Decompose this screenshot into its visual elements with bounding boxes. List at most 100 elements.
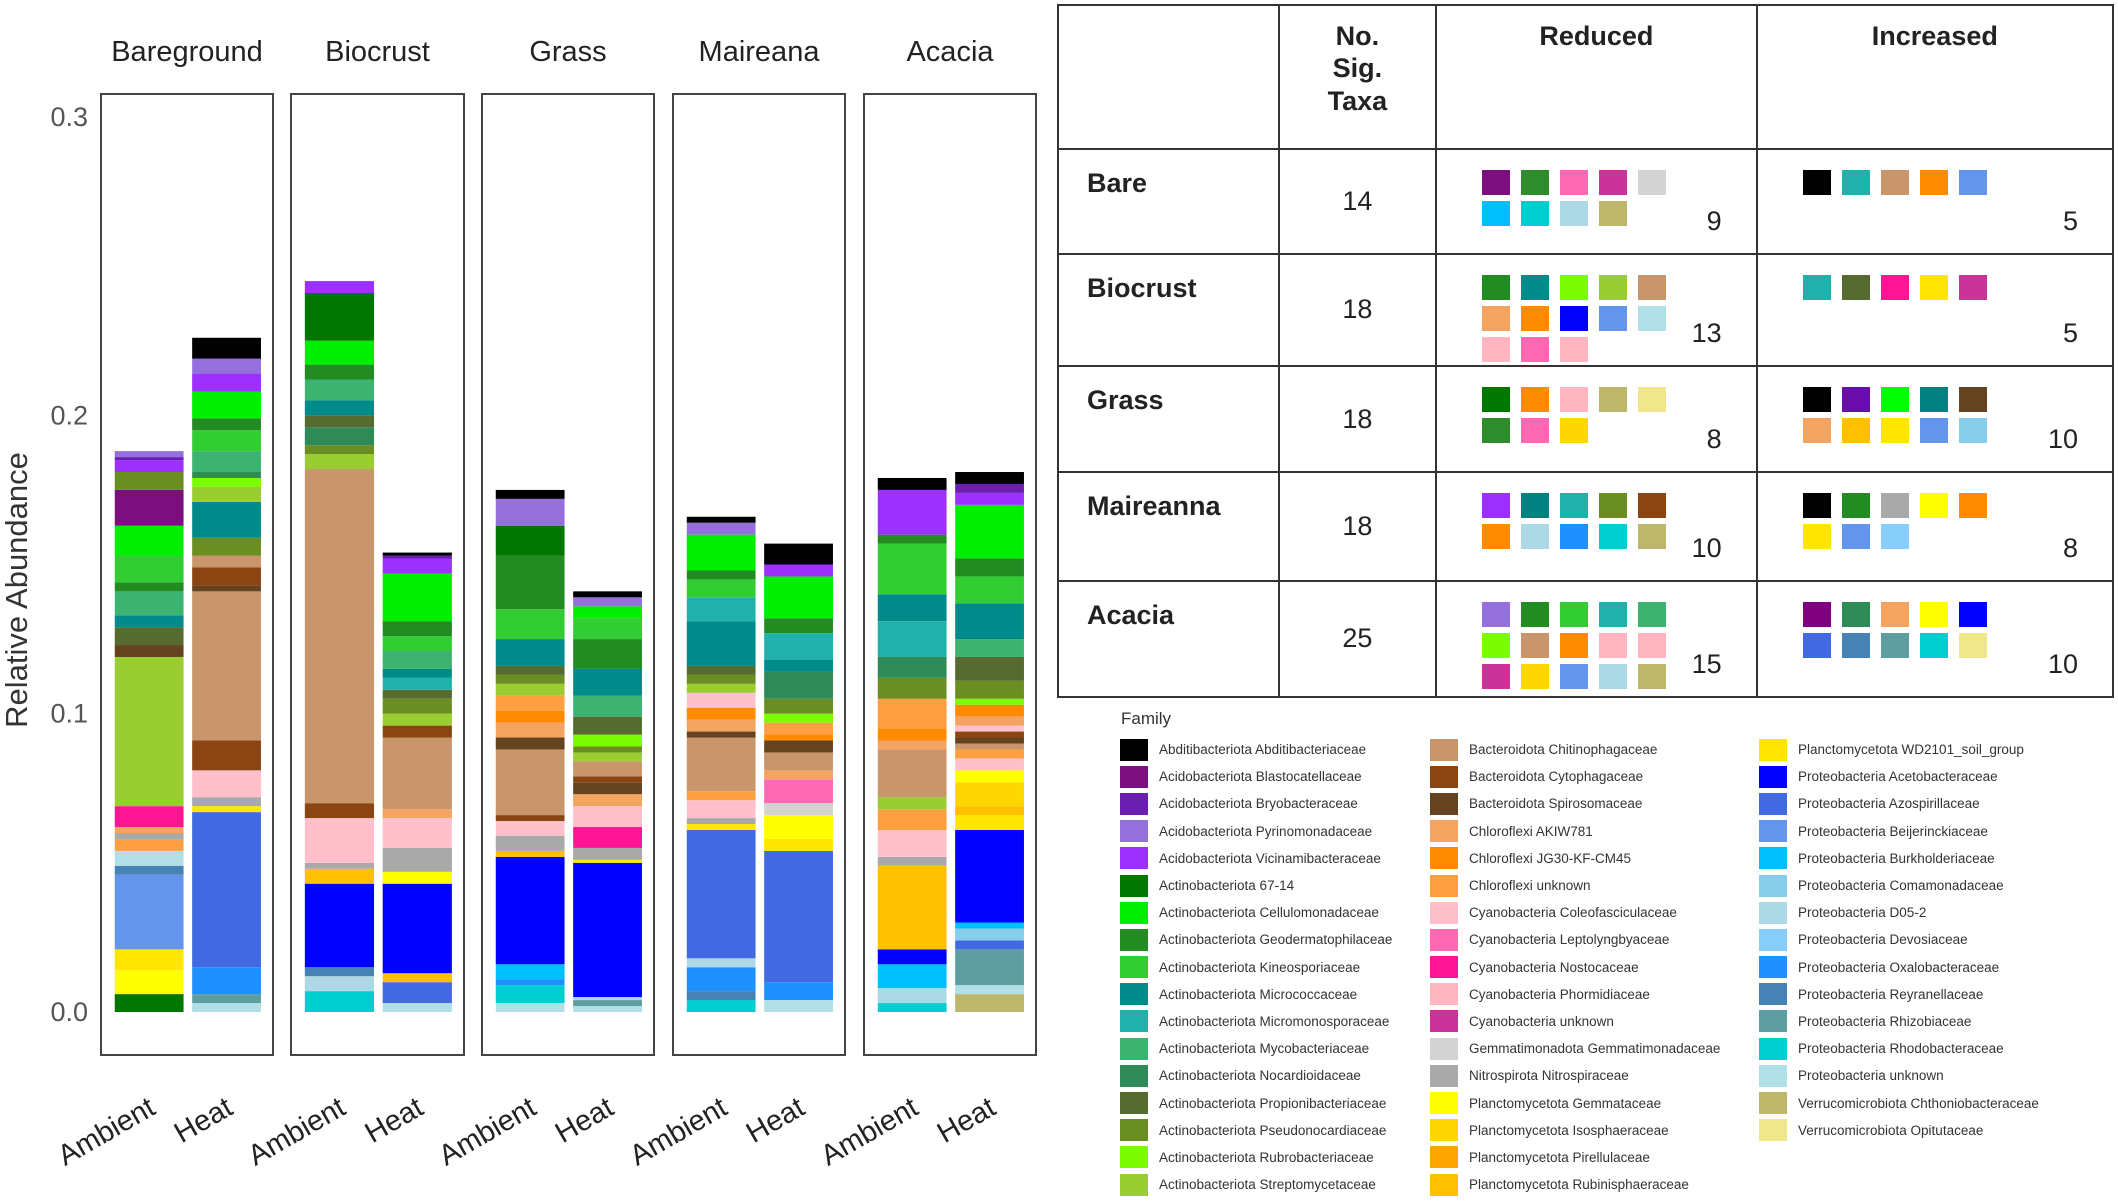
legend-label: Actinobacteriota Rubrobacteriaceae — [1159, 1149, 1374, 1165]
bar-segment — [495, 964, 565, 980]
legend-label: Proteobacteria Rhodobacteraceae — [1798, 1041, 2004, 1057]
bar-segment — [686, 621, 756, 666]
bar-segment — [686, 818, 756, 825]
bar-segment — [877, 949, 947, 965]
bar-segment — [495, 710, 565, 723]
color-swatch — [1521, 274, 1550, 300]
sig-taxa-count: 18 — [1277, 365, 1438, 474]
bar-segment — [573, 782, 642, 795]
bar-segment — [955, 770, 1024, 783]
bar-segment — [192, 591, 261, 741]
x-category-label: Ambient — [434, 1091, 542, 1172]
bar-segment — [686, 824, 756, 831]
bar-segment — [495, 1003, 565, 1012]
bar-segment — [382, 725, 452, 738]
bar-segment — [955, 725, 1024, 732]
legend-label: Proteobacteria Acetobacteraceae — [1798, 769, 1998, 785]
color-swatch — [1482, 524, 1511, 550]
bar-segment — [192, 337, 261, 359]
legend-item: Acidobacteriota Pyrinomonadaceae — [1120, 818, 1392, 845]
significant-taxa-table: No. Sig. Taxa Reduced Increased Bare 14 9 5… — [1057, 3, 2115, 699]
color-swatch — [1958, 387, 1987, 413]
color-swatch — [1599, 305, 1628, 331]
legend-item: Cyanobacteria unknown — [1430, 1008, 1720, 1035]
legend-item: Actinobacteriota Kineosporiaceae — [1120, 954, 1392, 981]
bar-segment — [114, 827, 184, 833]
bar-segment — [495, 555, 565, 610]
legend-swatch — [1759, 847, 1787, 870]
bar-segment — [686, 683, 756, 693]
bar-segment — [955, 483, 1024, 493]
legend-label: Acidobacteriota Bryobacteraceae — [1159, 796, 1358, 812]
bar-segment — [764, 815, 833, 839]
increased-count: 5 — [2062, 205, 2078, 236]
bar-segment — [764, 564, 833, 577]
color-swatch — [1802, 601, 1831, 627]
bar-segment — [382, 651, 452, 669]
legend-item: Actinobacteriota Micrococcaceae — [1120, 981, 1392, 1008]
legend-label: Bacteroidota Cytophagaceae — [1469, 769, 1644, 785]
bar-bareground-heat — [192, 337, 261, 1012]
color-swatch — [1599, 601, 1628, 627]
color-swatch — [1958, 632, 1987, 658]
bar-segment — [573, 847, 642, 860]
bar-segment — [877, 809, 947, 831]
legend-label: Acidobacteriota Blastocatellaceae — [1159, 769, 1362, 785]
legend-label: Actinobacteriota Propionibacteriaceae — [1159, 1095, 1387, 1111]
bar-segment — [495, 683, 565, 696]
facet-title: Maireana — [699, 36, 821, 68]
site-name: Grass — [1057, 365, 1280, 474]
reduced-count: 13 — [1691, 318, 1722, 349]
bar-segment — [877, 489, 947, 535]
legend-label: Proteobacteria Burkholderiaceae — [1798, 850, 1995, 866]
facet-frame — [481, 93, 655, 1056]
bar-segment — [304, 883, 375, 968]
color-swatch — [1482, 201, 1511, 227]
bar-segment — [495, 985, 565, 1004]
color-swatch — [1482, 170, 1511, 196]
legend-item: Cyanobacteria Phormidiaceae — [1430, 981, 1720, 1008]
legend-swatch — [1759, 820, 1787, 843]
bar-segment — [573, 1006, 642, 1012]
color-swatch — [1482, 632, 1511, 658]
legend-item: Proteobacteria D05-2 — [1759, 899, 2039, 926]
legend-label: Gemmatimonadota Gemmatimonadaceae — [1469, 1041, 1721, 1057]
bar-segment — [955, 949, 1024, 986]
legend-item: Bacteroidota Spirosomaceae — [1430, 790, 1720, 817]
bar-segment — [955, 576, 1024, 604]
color-swatch — [1560, 524, 1589, 550]
bar-segment — [877, 988, 947, 1004]
table-row: Acacia 25 15 10 — [1057, 579, 2115, 699]
bar-segment — [304, 281, 375, 294]
color-swatch — [1521, 336, 1550, 362]
legend-label: Cyanobacteria unknown — [1469, 1013, 1614, 1029]
x-category-label: Heat — [360, 1091, 429, 1149]
color-swatch — [1482, 387, 1511, 413]
bar-segment — [192, 806, 261, 813]
legend-swatch — [1430, 1064, 1458, 1087]
legend-swatch — [1120, 738, 1148, 761]
reduced-swatches — [1482, 170, 1677, 227]
color-swatch — [1482, 663, 1511, 689]
bar-segment — [955, 504, 1024, 559]
bar-segment — [382, 847, 452, 872]
bar-segment — [877, 698, 947, 729]
legend-label: Abditibacteriota Abditibacteriaceae — [1159, 742, 1367, 758]
table-row: Bare 14 9 5 — [1057, 148, 2115, 255]
bar-segment — [877, 677, 947, 699]
color-swatch — [1638, 305, 1667, 331]
bar-grass-heat — [573, 591, 642, 1012]
bar-segment — [304, 818, 375, 863]
bar-segment — [495, 498, 565, 526]
bar-grass-ambient — [495, 489, 565, 1012]
legend-label: Planctomycetota Isosphaeraceae — [1469, 1122, 1669, 1138]
bar-segment — [114, 806, 184, 828]
color-swatch — [1919, 170, 1948, 196]
color-swatch — [1880, 493, 1909, 519]
bar-segment — [304, 454, 375, 470]
legend-swatch — [1430, 928, 1458, 951]
legend-swatch — [1759, 1092, 1787, 1115]
color-swatch — [1599, 493, 1628, 519]
increased-cell: 10 — [1755, 579, 2115, 699]
facet-frame — [672, 93, 846, 1056]
